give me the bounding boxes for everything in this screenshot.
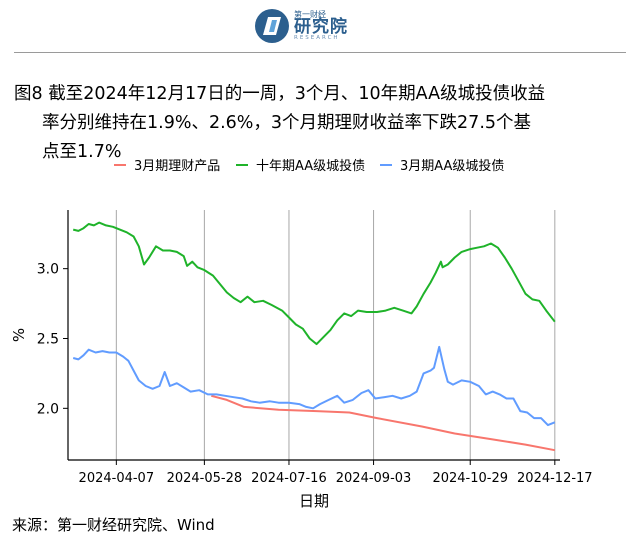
figure-title-line-1: 图8 截至2024年12月17日的一周，3个月、10年期AA级城投债收益 bbox=[14, 84, 546, 104]
y-tick-label-2: 2.5 bbox=[37, 331, 59, 347]
series-line-3 bbox=[72, 345, 556, 427]
x-tick-label-2: 2024-05-28 bbox=[167, 471, 243, 486]
y-axis-title: % bbox=[10, 328, 28, 342]
x-tick-label-6: 2024-12-17 bbox=[517, 471, 593, 486]
logo-wordmark: 第一财经 研究院 RESEARCH bbox=[294, 9, 348, 42]
y-tick-label-1: 2.0 bbox=[37, 401, 59, 417]
x-tick-label-3: 2024-07-16 bbox=[251, 471, 327, 486]
source-note: 来源：第一财经研究院、Wind bbox=[12, 516, 215, 534]
logo-main-text: 研究院 bbox=[294, 16, 348, 37]
series-line-1 bbox=[211, 394, 555, 452]
y-tick-label-3: 3.0 bbox=[37, 262, 59, 278]
legend-label-1: 3月期理财产品 bbox=[134, 159, 220, 174]
x-axis-title: 日期 bbox=[299, 492, 329, 510]
x-tick-label-4: 2024-09-03 bbox=[336, 471, 412, 486]
figure-title-line-2: 率分别维持在1.9%、2.6%，3个月期理财收益率下跌27.5个基 bbox=[42, 113, 532, 133]
header-divider bbox=[14, 52, 626, 53]
series-line-2 bbox=[72, 221, 556, 346]
figure-title: 图8 截至2024年12月17日的一周，3个月、10年期AA级城投债收益 率分别… bbox=[14, 80, 618, 167]
x-tick-label-5: 2024-10-29 bbox=[432, 471, 508, 486]
legend-label-3: 3月期AA级城投债 bbox=[400, 158, 504, 174]
x-tick-label-1: 2024-04-07 bbox=[79, 471, 155, 486]
logo-top-text: 第一财经 bbox=[294, 9, 326, 19]
logo-emblem-icon bbox=[255, 9, 289, 43]
line-chart: 3月期理财产品 十年期AA级城投债 3月期AA级城投债 2.0 2.5 3.0 2024-0… bbox=[10, 158, 593, 510]
legend-label-2: 十年期AA级城投债 bbox=[256, 158, 365, 174]
figure-title-line-3: 点至1.7% bbox=[42, 142, 122, 162]
logo-sub-text: RESEARCH bbox=[294, 34, 340, 41]
brand-logo: 第一财经 研究院 RESEARCH bbox=[254, 4, 348, 48]
